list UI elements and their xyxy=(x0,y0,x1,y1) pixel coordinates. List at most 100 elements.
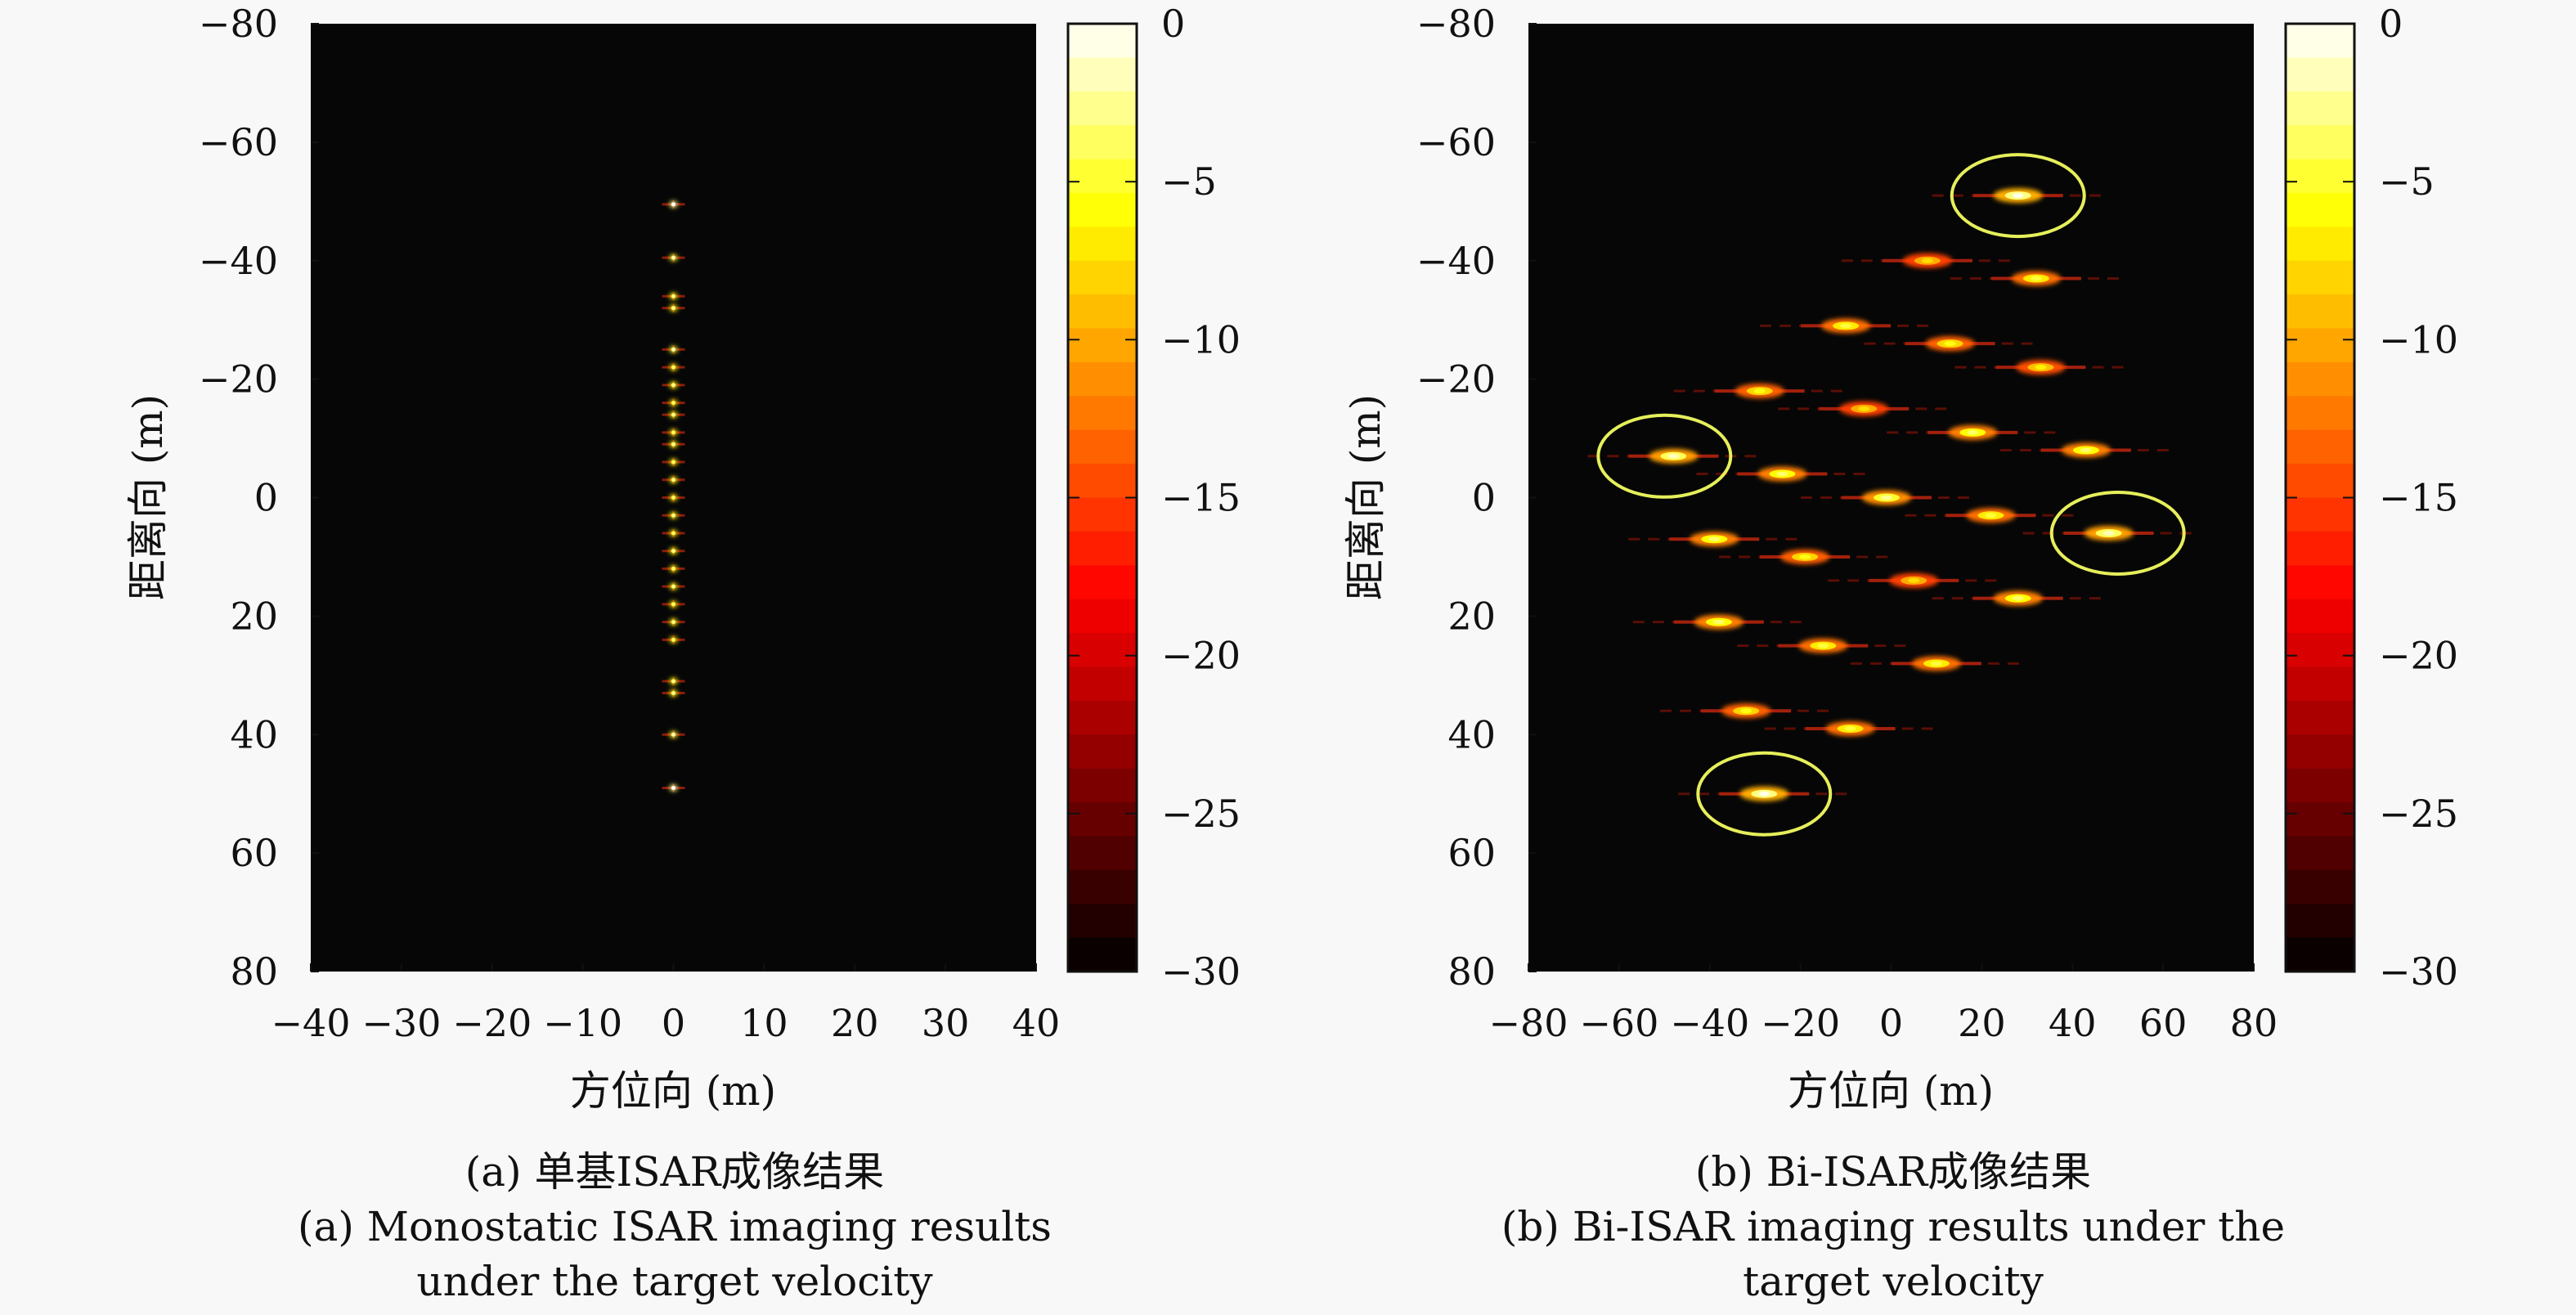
scatter-point xyxy=(662,380,685,389)
x-tick-label: 60 xyxy=(2139,1001,2188,1045)
scatter-point xyxy=(662,475,685,484)
highlight-ellipse xyxy=(2049,490,2186,576)
y-tick-label: 60 xyxy=(230,831,278,875)
y-tick-label: 20 xyxy=(1447,594,1496,638)
scatter-point xyxy=(1800,490,1972,505)
scatter-point xyxy=(662,546,685,555)
y-tick-label: −20 xyxy=(199,357,278,402)
scatter-point xyxy=(1696,466,1869,482)
y-tick-label: −60 xyxy=(199,120,278,164)
scatter-point xyxy=(1764,721,1936,737)
scatter-point xyxy=(662,582,685,591)
x-tick-label: 10 xyxy=(740,1001,788,1045)
highlight-ellipse xyxy=(1950,153,2086,239)
x-tick-label: −10 xyxy=(543,1001,622,1045)
scatter-point xyxy=(662,303,685,312)
x-tick-label: −80 xyxy=(1488,1001,1568,1045)
caption-b-en-line2: target velocity xyxy=(1743,1258,2044,1305)
scatter-point xyxy=(662,398,685,407)
scatter-point xyxy=(1828,572,2000,588)
y-tick-label: 40 xyxy=(1447,712,1496,756)
colorbar-tick-label: −30 xyxy=(2379,949,2458,994)
x-tick-label: 40 xyxy=(1012,1001,1061,1045)
x-tick-label: 0 xyxy=(662,1001,685,1045)
scatter-point xyxy=(662,528,685,537)
scatter-point xyxy=(662,493,685,502)
highlight-ellipses-b xyxy=(1596,153,2186,837)
scatter-point xyxy=(1954,360,2127,375)
scatter-point xyxy=(1932,590,2104,606)
colorbar-b: 0 −5 −10 −15 −20 −25 −30 xyxy=(2284,2,2458,994)
x-axis-label-a: 方位向 (m) xyxy=(570,1067,776,1115)
caption-b: (b) Bi-ISAR成像结果 (b) Bi-ISAR imaging resu… xyxy=(1423,1145,2363,1309)
x-tick-label: 0 xyxy=(1879,1001,1903,1045)
scatter-point xyxy=(662,599,685,608)
chart-b: −80 −60 −40 −20 0 20 40 60 80 −80−60−40−20020406… xyxy=(1342,2,2458,1115)
scatter-point xyxy=(1760,318,1932,334)
scatter-point xyxy=(662,677,685,686)
scatter-point xyxy=(662,564,685,573)
colorbar-tick-label: −5 xyxy=(2379,159,2435,204)
x-tick-label: −40 xyxy=(1670,1001,1749,1045)
scatter-point xyxy=(662,200,685,209)
colorbar-tick-label: −20 xyxy=(1161,634,1241,678)
colorbar-tick-label: −20 xyxy=(2379,634,2458,678)
x-tick-label: 80 xyxy=(2230,1001,2278,1045)
colorbar-tick-label: −10 xyxy=(1161,317,1241,361)
x-tick-label: 20 xyxy=(1958,1001,2006,1045)
x-tick-label: 40 xyxy=(2049,1001,2097,1045)
y-tick-label: −40 xyxy=(199,239,278,283)
colorbar-tick-label: −15 xyxy=(2379,476,2458,520)
scatter-point xyxy=(1778,401,1950,416)
highlight-ellipse xyxy=(1596,413,1733,499)
chart-a: −40 −30 −20 −10 0 10 20 30 40 −80−60−40−20020406… xyxy=(124,2,1241,1115)
scatter-points-b xyxy=(1587,188,2195,801)
y-tick-label: 60 xyxy=(1447,831,1496,875)
y-tick-label: 80 xyxy=(230,949,278,994)
scatter-point xyxy=(662,783,685,792)
colorbar-ticks-a: 0 −5 −10 −15 −20 −25 −30 xyxy=(1068,2,1241,994)
y-ticks-a: −80 −60 −40 −20 0 20 40 60 80 xyxy=(199,2,319,994)
scatter-point xyxy=(662,458,685,467)
x-tick-label: −20 xyxy=(452,1001,532,1045)
x-tick-label: −40 xyxy=(271,1001,350,1045)
scatter-point xyxy=(662,617,685,626)
colorbar-tick-label: −25 xyxy=(2379,792,2458,836)
scatter-point xyxy=(1999,442,2172,458)
colorbar-tick-label: −25 xyxy=(1161,792,1241,836)
scatter-point xyxy=(1660,703,1833,719)
scatter-point xyxy=(1628,532,1801,547)
y-tick-label: −80 xyxy=(199,2,278,46)
scatter-points-a xyxy=(662,200,685,792)
scatter-point xyxy=(1737,638,1910,653)
y-tick-label: 20 xyxy=(230,594,278,638)
y-axis-label-a: 距离向 (m) xyxy=(124,394,172,600)
y-axis-label-b: 距离向 (m) xyxy=(1342,394,1389,600)
x-tick-label: 30 xyxy=(922,1001,970,1045)
colorbar-tick-label: −15 xyxy=(1161,476,1241,520)
x-tick-label: −60 xyxy=(1579,1001,1658,1045)
scatter-point xyxy=(1632,614,1805,630)
colorbar-tick-label: 0 xyxy=(2379,2,2403,46)
x-ticks-a: −40 −30 −20 −10 0 10 20 30 40 xyxy=(271,963,1060,1045)
scatter-point xyxy=(662,635,685,644)
scatter-point xyxy=(662,363,685,372)
colorbar-ticks-b: 0 −5 −10 −15 −20 −25 −30 xyxy=(2286,2,2458,994)
caption-a-cn: (a) 单基ISAR成像结果 xyxy=(464,1148,885,1196)
scatter-point xyxy=(1950,271,2122,286)
y-tick-label: −60 xyxy=(1416,120,1496,164)
x-tick-label: −30 xyxy=(361,1001,441,1045)
colorbar-tick-label: 0 xyxy=(1161,2,1185,46)
highlight-ellipse xyxy=(1696,751,1833,837)
scatter-point xyxy=(662,428,685,437)
colorbar-tick-label: −5 xyxy=(1161,159,1217,204)
y-ticks-b: −80 −60 −40 −20 0 20 40 60 80 xyxy=(1416,2,1537,994)
x-axis-label-b: 方位向 (m) xyxy=(1788,1067,1994,1115)
scatter-point xyxy=(662,411,685,420)
scatter-point xyxy=(662,254,685,263)
y-tick-label: 0 xyxy=(254,476,278,520)
y-tick-label: 0 xyxy=(1472,476,1496,520)
caption-a-en-line1: (a) Monostatic ISAR imaging results xyxy=(298,1203,1052,1250)
y-tick-label: −40 xyxy=(1416,239,1496,283)
caption-b-cn: (b) Bi-ISAR成像结果 xyxy=(1694,1148,2092,1196)
